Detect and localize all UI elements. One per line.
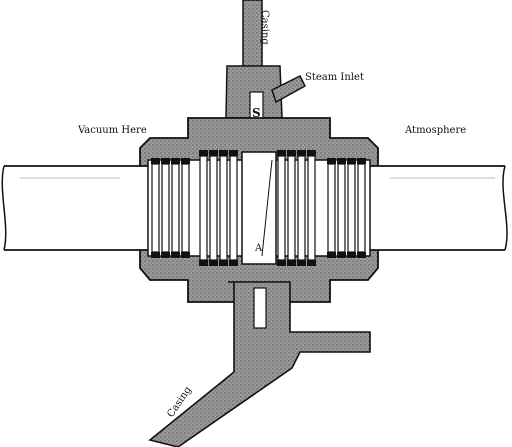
steam-inlet-nozzle <box>271 74 306 104</box>
retaining-dots <box>151 150 366 266</box>
atmosphere-label: Atmosphere <box>404 125 466 136</box>
a-label: A <box>254 243 263 254</box>
bottom-casing-outlet <box>148 281 371 447</box>
s-label: S <box>252 106 261 120</box>
central-chamber <box>241 151 277 265</box>
vacuum-label: Vacuum Here <box>77 125 147 136</box>
casing-top-label: Casing <box>259 10 270 45</box>
steam-inlet-label: Steam Inlet <box>305 72 364 83</box>
